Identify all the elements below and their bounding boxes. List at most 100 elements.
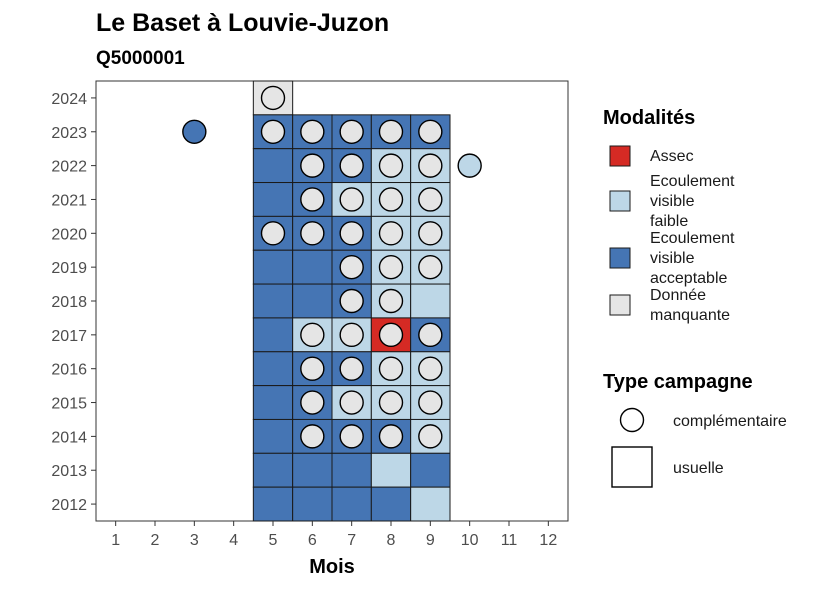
y-tick-label: 2013 xyxy=(51,463,87,480)
x-tick-label: 5 xyxy=(269,532,278,549)
x-tick-label: 2 xyxy=(151,532,160,549)
x-tick-label: 4 xyxy=(229,532,238,549)
point-2023-7 xyxy=(339,119,364,144)
legend-label-acceptable: Ecoulement visible acceptable xyxy=(650,230,735,287)
point-2021-9 xyxy=(418,187,443,212)
x-tick-label: 6 xyxy=(308,532,317,549)
point-2018-8 xyxy=(378,288,404,314)
legend-key-complementaire xyxy=(619,407,645,433)
cell-2019-6 xyxy=(292,249,333,285)
point-2015-9 xyxy=(418,390,443,415)
y-tick-label: 2015 xyxy=(51,396,87,413)
point-2019-8 xyxy=(378,254,404,280)
point-2019-7 xyxy=(339,254,364,280)
axes: 1 2 3 4 5 6 7 8 9 10 11 122012201320142015201620172… xyxy=(51,91,557,549)
y-tick-label: 2022 xyxy=(51,159,87,176)
point-2022-9 xyxy=(418,153,443,178)
point-2022-10 xyxy=(457,153,482,178)
legend-key-acceptable xyxy=(609,247,631,269)
point-2015-8 xyxy=(378,390,404,415)
point-2020-6 xyxy=(300,221,325,246)
cell-2013-9 xyxy=(410,452,451,488)
point-2021-8 xyxy=(378,187,404,212)
x-tick-label: 11 xyxy=(501,532,518,549)
point-2023-8 xyxy=(378,119,404,144)
cell-2019-5 xyxy=(252,249,294,285)
point-2018-7 xyxy=(339,288,364,314)
point-2016-7 xyxy=(339,356,364,381)
point-2023-3 xyxy=(182,119,207,144)
point-2017-8 xyxy=(378,322,404,348)
point-2020-8 xyxy=(378,221,404,246)
chart-subtitle: Q5000001 xyxy=(96,48,185,69)
cell-2012-7 xyxy=(331,486,372,522)
point-2014-9 xyxy=(418,424,443,449)
point-2019-9 xyxy=(418,254,443,280)
cell-2013-8 xyxy=(370,452,412,488)
cell-2013-6 xyxy=(292,452,333,488)
x-axis-title: Mois xyxy=(309,556,355,578)
cell-2016-5 xyxy=(252,351,294,387)
point-2020-9 xyxy=(418,221,443,246)
point-2022-6 xyxy=(300,153,325,178)
point-2023-5 xyxy=(260,119,286,144)
point-2014-7 xyxy=(339,424,364,449)
legend-label-usuelle: usuelle xyxy=(673,460,724,477)
legend-key-manquante xyxy=(609,294,631,316)
chart-title: Le Baset à Louvie-Juzon xyxy=(96,9,389,37)
y-tick-label: 2024 xyxy=(51,91,87,108)
point-2023-9 xyxy=(418,119,443,144)
cell-2021-5 xyxy=(252,182,294,217)
legend-modalites-title: Modalités xyxy=(603,107,695,129)
legend-label-complementaire: complémentaire xyxy=(673,413,787,430)
cell-2018-6 xyxy=(292,283,333,319)
x-tick-label: 1 xyxy=(111,532,120,549)
cell-2015-5 xyxy=(252,385,294,420)
y-tick-label: 2023 xyxy=(51,125,87,142)
point-2014-6 xyxy=(300,424,325,449)
y-tick-label: 2020 xyxy=(51,226,87,243)
point-2022-8 xyxy=(378,153,404,178)
cell-2012-5 xyxy=(252,486,294,522)
point-2023-6 xyxy=(300,119,325,144)
cell-2018-9 xyxy=(410,283,451,319)
x-tick-label: 12 xyxy=(539,532,557,549)
y-tick-label: 2019 xyxy=(51,260,87,277)
legend-label-faible: Ecoulement visible faible xyxy=(650,173,735,230)
legend-label-assec: Assec xyxy=(650,148,694,165)
x-tick-label: 3 xyxy=(190,532,199,549)
y-tick-label: 2018 xyxy=(51,294,87,311)
point-2014-8 xyxy=(378,424,404,449)
legend-label-manquante: Donnée manquante xyxy=(650,287,730,324)
y-tick-label: 2014 xyxy=(51,429,87,446)
point-2024-5 xyxy=(260,85,286,111)
legend-campagne-title: Type campagne xyxy=(603,371,753,393)
legend-key-assec xyxy=(609,145,631,167)
cell-2017-5 xyxy=(252,317,294,353)
y-tick-label: 2017 xyxy=(51,328,87,345)
point-2017-9 xyxy=(418,322,443,348)
point-2022-7 xyxy=(339,153,364,178)
x-tick-label: 10 xyxy=(461,532,479,549)
cell-2013-5 xyxy=(252,452,294,488)
x-tick-label: 8 xyxy=(387,532,396,549)
point-2015-7 xyxy=(339,390,364,415)
legend-key-usuelle xyxy=(611,446,653,488)
cell-2014-5 xyxy=(252,418,294,454)
point-2021-7 xyxy=(339,187,364,212)
point-2020-7 xyxy=(339,221,364,246)
point-2021-6 xyxy=(300,187,325,212)
cell-2012-9 xyxy=(410,486,451,522)
point-2017-7 xyxy=(339,322,364,348)
cell-2012-8 xyxy=(370,486,412,522)
y-tick-label: 2012 xyxy=(51,497,87,514)
y-tick-label: 2021 xyxy=(51,192,87,209)
cell-2022-5 xyxy=(252,148,294,184)
point-2015-6 xyxy=(300,390,325,415)
legend: Modalités Assec Ecoulement visible faibleEco… xyxy=(603,107,787,488)
cell-2018-5 xyxy=(252,283,294,319)
cell-2012-6 xyxy=(292,486,333,522)
x-tick-label: 9 xyxy=(426,532,435,549)
x-tick-label: 7 xyxy=(347,532,356,549)
